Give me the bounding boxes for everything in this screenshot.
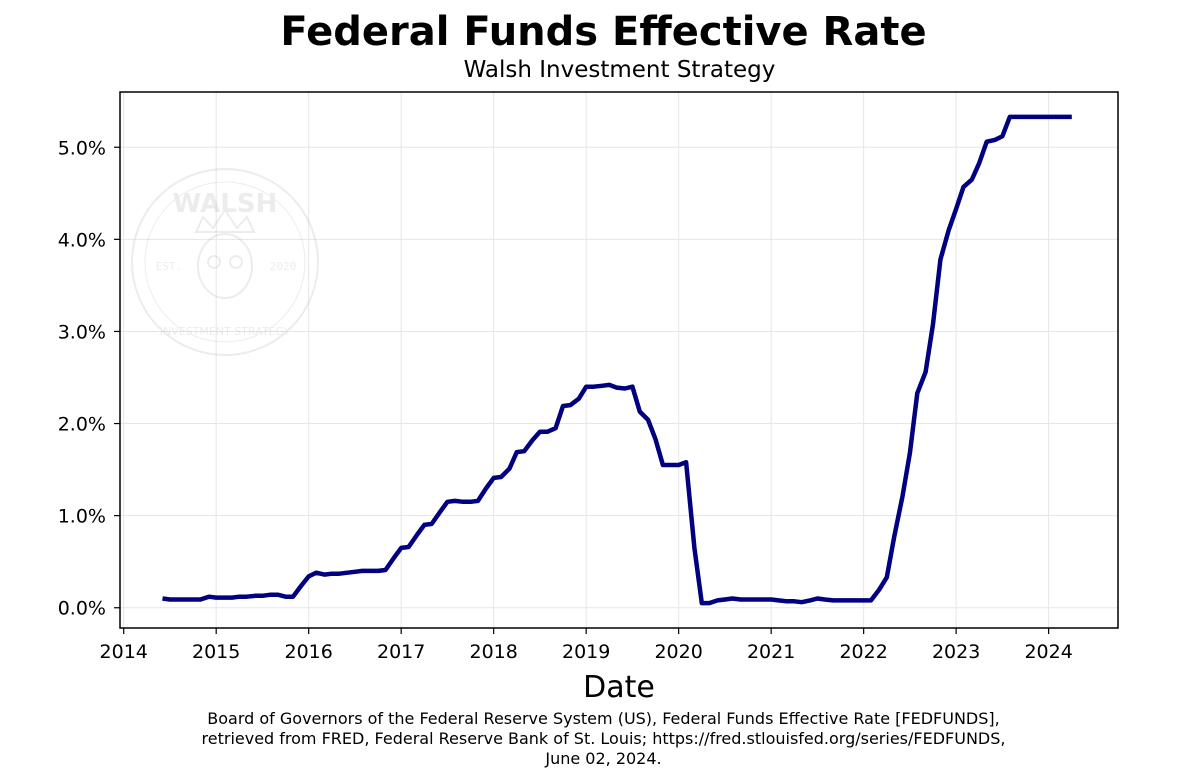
series-line-fedfunds (162, 114, 1072, 606)
x-tick-label: 2019 (562, 641, 610, 663)
x-tick-label: 2023 (932, 641, 980, 663)
watermark-est: EST. (156, 260, 183, 273)
x-tick-label: 2018 (469, 641, 517, 663)
plot-frame (119, 91, 1119, 629)
watermark-name: WALSH (173, 189, 278, 219)
x-tick-label: 2021 (747, 641, 795, 663)
watermark-year: 2020 (270, 260, 297, 273)
chart-title: Federal Funds Effective Rate (280, 9, 927, 55)
gridlines (120, 92, 1118, 628)
x-tick-label: 2015 (192, 641, 240, 663)
y-tick-label: 1.0% (58, 506, 106, 528)
x-tick-label: 2017 (377, 641, 425, 663)
source-line-3: June 02, 2024. (545, 749, 662, 768)
x-tick-label: 2016 (285, 641, 333, 663)
y-tick-label: 2.0% (58, 414, 106, 436)
y-tick-label: 0.0% (58, 598, 106, 620)
skull-icon (197, 233, 253, 299)
x-tick-label: 2022 (839, 641, 887, 663)
x-tick-label: 2024 (1024, 641, 1072, 663)
x-axis-ticks: 2014 2015 2016 2017 2018 2019 2020 2021 2022 2023… (100, 628, 1073, 663)
y-tick-label: 3.0% (58, 321, 106, 343)
y-tick-label: 4.0% (58, 229, 106, 251)
x-tick-label: 2020 (654, 641, 702, 663)
x-axis-label: Date (583, 670, 655, 705)
y-axis-ticks: 0.0% 1.0% 2.0% 3.0% 4.0% 5.0% (58, 137, 120, 620)
crown-icon (194, 208, 256, 233)
watermark-tagline: INVESTMENT STRATEGY (160, 325, 291, 338)
source-note: Board of Governors of the Federal Reserv… (0, 709, 1183, 769)
y-tick-label: 5.0% (58, 137, 106, 159)
source-line-2: retrieved from FRED, Federal Reserve Ban… (201, 729, 1006, 748)
watermark-logo: WALSH EST. 2020 INVESTMENT STRATEGY (131, 168, 319, 356)
x-tick-label: 2014 (100, 641, 148, 663)
source-line-1: Board of Governors of the Federal Reserv… (207, 709, 1000, 728)
chart-subtitle: Walsh Investment Strategy (463, 57, 776, 83)
